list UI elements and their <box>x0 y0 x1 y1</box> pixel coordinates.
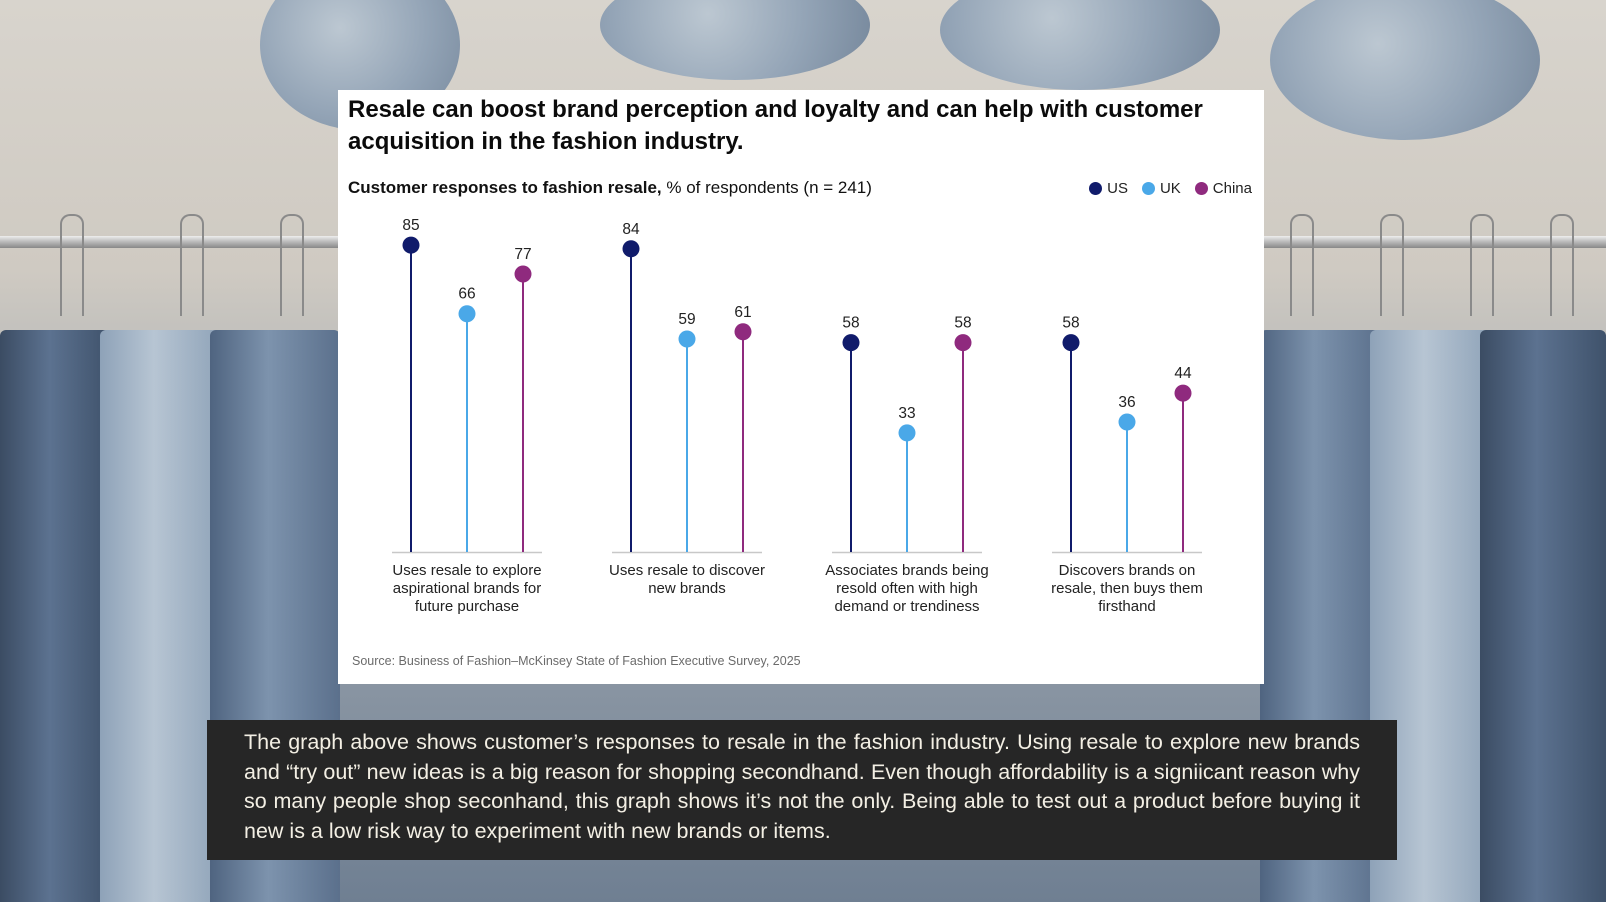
chart-title: Resale can boost brand perception and lo… <box>348 96 1203 155</box>
category-label-1-line-3: future purchase <box>415 598 519 615</box>
legend-dot-us <box>1089 182 1103 195</box>
background-jeans <box>100 330 220 902</box>
category-label-3-line-3: demand or trendiness <box>834 598 979 615</box>
category-label-4-line-3: firsthand <box>1098 598 1156 615</box>
value-label-us-3: 58 <box>842 315 859 332</box>
chart-subtitle-bold: Customer responses to fashion resale, <box>348 178 662 197</box>
category-label-2-line-1: Uses resale to discover <box>609 562 765 579</box>
category-label-1-line-2: aspirational brands for <box>393 580 541 597</box>
chart-subtitle: Customer responses to fashion resale, % … <box>348 178 872 198</box>
background-hanger <box>60 214 84 316</box>
value-label-us-2: 84 <box>622 221 640 238</box>
value-label-china-1: 77 <box>514 246 531 263</box>
point-us-3 <box>842 334 860 352</box>
category-label-2-line-2: new brands <box>648 580 726 597</box>
legend-dot-uk <box>1141 182 1155 195</box>
background-hanger <box>1380 214 1404 316</box>
legend-item-china: China <box>1194 180 1252 197</box>
point-uk-4 <box>1118 413 1136 431</box>
category-label-1-line-1: Uses resale to explore <box>392 562 541 579</box>
point-china-4 <box>1174 384 1192 402</box>
legend-label-china: China <box>1212 180 1252 197</box>
value-label-us-4: 58 <box>1062 315 1079 332</box>
background-hat <box>1270 0 1540 140</box>
caption-box: The graph above shows customer’s respons… <box>207 720 1397 860</box>
value-label-uk-4: 36 <box>1118 394 1135 411</box>
chart-card: Resale can boost brand perception and lo… <box>338 90 1264 684</box>
category-label-3-line-1: Associates brands being <box>825 562 988 579</box>
value-label-uk-1: 66 <box>458 286 475 303</box>
point-us-2 <box>622 240 640 258</box>
chart-source: Source: Business of Fashion–McKinsey Sta… <box>352 654 801 668</box>
category-label-4-line-2: resale, then buys them <box>1051 580 1203 597</box>
point-uk-3 <box>898 424 916 442</box>
background-jeans <box>1480 330 1606 902</box>
background-hanger <box>1290 214 1314 316</box>
background-hanger <box>1550 214 1574 316</box>
legend-label-us: US <box>1107 180 1128 197</box>
value-label-china-2: 61 <box>734 304 751 321</box>
category-label-3-line-2: resold often with high <box>836 580 978 597</box>
point-uk-2 <box>678 330 696 348</box>
background-hanger <box>280 214 304 316</box>
point-us-4 <box>1062 334 1080 352</box>
category-label-4-line-1: Discovers brands on <box>1059 562 1196 579</box>
point-china-3 <box>954 334 972 352</box>
legend-item-us: US <box>1089 180 1128 197</box>
value-label-us-1: 85 <box>402 217 419 234</box>
background-hanger <box>1470 214 1494 316</box>
chart-subtitle-rest: % of respondents (n = 241) <box>661 178 872 197</box>
point-uk-1 <box>458 305 476 323</box>
value-label-uk-3: 33 <box>898 405 915 422</box>
point-us-1 <box>402 236 420 254</box>
background-hanger <box>180 214 204 316</box>
lollipop-chart: 85 66 77 Uses resale to exploreaspirational… <box>392 217 1203 615</box>
background-jeans <box>0 330 110 902</box>
legend-item-uk: UK <box>1141 180 1181 197</box>
point-china-1 <box>514 265 532 283</box>
legend-dot-china <box>1194 182 1208 195</box>
value-label-china-3: 58 <box>954 315 971 332</box>
caption-text: The graph above shows customer’s respons… <box>244 730 1360 843</box>
value-label-china-4: 44 <box>1174 365 1192 382</box>
chart-legend: US UK China <box>1089 180 1252 197</box>
legend-label-uk: UK <box>1159 180 1181 197</box>
value-label-uk-2: 59 <box>678 311 695 328</box>
point-china-2 <box>734 323 752 341</box>
